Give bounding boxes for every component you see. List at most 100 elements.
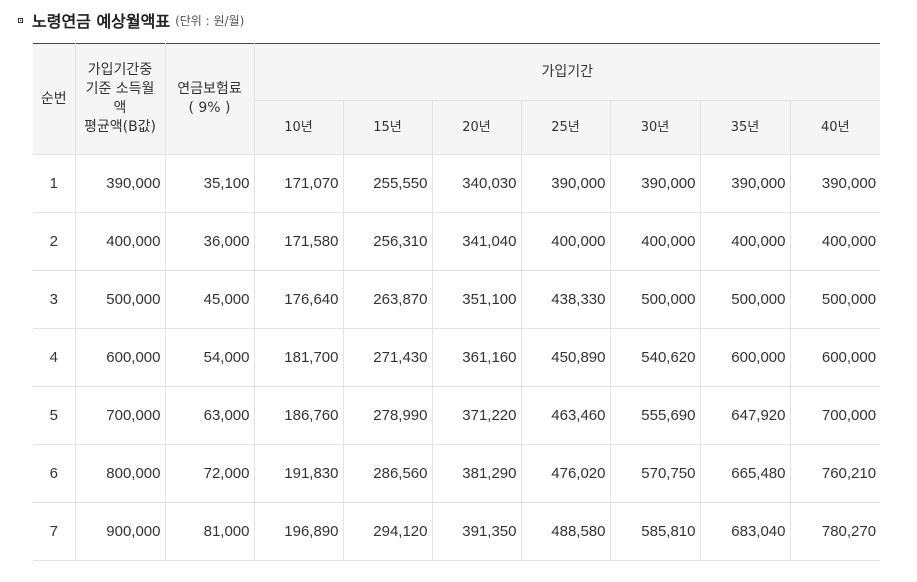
pension-amount-cell: 171,580 <box>254 212 344 271</box>
premium-cell: 35,100 <box>165 154 255 213</box>
unit-label: (단위 : 원/월) <box>175 13 245 28</box>
pension-amount-cell: 570,750 <box>610 444 701 503</box>
pension-amount-cell: 600,000 <box>790 328 881 387</box>
pension-amount-cell: 278,990 <box>343 386 433 445</box>
income-cell: 390,000 <box>75 154 166 213</box>
pension-amount-cell: 400,000 <box>700 212 791 271</box>
income-header-line: 액 <box>113 100 127 116</box>
pension-amount-cell: 450,890 <box>521 328 611 387</box>
row-index-cell: 2 <box>33 212 76 271</box>
period-header: 15년 <box>343 100 433 155</box>
pension-amount-cell: 263,870 <box>343 270 433 329</box>
income-cell: 800,000 <box>75 444 166 503</box>
table-row: 2 400,000 36,000 171,580 256,310 341,040 400,0… <box>33 212 881 271</box>
pension-amount-cell: 271,430 <box>343 328 433 387</box>
row-index-cell: 5 <box>33 386 76 445</box>
premium-header-line: ( 9% ) <box>188 100 231 116</box>
pension-amount-cell: 176,640 <box>254 270 344 329</box>
row-index-cell: 7 <box>33 502 76 561</box>
pension-amount-cell: 400,000 <box>521 212 611 271</box>
pension-amount-cell: 438,330 <box>521 270 611 329</box>
pension-amount-cell: 351,100 <box>432 270 522 329</box>
premium-cell: 63,000 <box>165 386 255 445</box>
income-cell: 900,000 <box>75 502 166 561</box>
pension-amount-cell: 400,000 <box>610 212 701 271</box>
pension-estimate-table: 순번 가입기간중 기준 소득월 액 평균액(B값) 연금보험료 ( 9% ) 가… <box>33 43 881 561</box>
table-row: 7 900,000 81,000 196,890 294,120 391,350 488,5… <box>33 502 881 561</box>
period-header: 35년 <box>700 100 791 155</box>
income-cell: 700,000 <box>75 386 166 445</box>
pension-amount-cell: 700,000 <box>790 386 881 445</box>
pension-amount-cell: 665,480 <box>700 444 791 503</box>
pension-amount-cell: 171,070 <box>254 154 344 213</box>
header-row-1: 순번 가입기간중 기준 소득월 액 평균액(B값) 연금보험료 ( 9% ) 가… <box>33 43 881 155</box>
period-header: 25년 <box>521 100 611 155</box>
period-header: 10년 <box>254 100 344 155</box>
pension-amount-cell: 555,690 <box>610 386 701 445</box>
row-index-cell: 6 <box>33 444 76 503</box>
pension-amount-cell: 196,890 <box>254 502 344 561</box>
header-row-2: 10년 15년 20년 25년 30년 35년 40년 <box>33 100 881 155</box>
pension-amount-cell: 381,290 <box>432 444 522 503</box>
table-row: 1 390,000 35,100 171,070 255,550 340,030 390,0… <box>33 154 881 213</box>
pension-amount-cell: 500,000 <box>790 270 881 329</box>
square-bullet-icon <box>18 18 23 23</box>
period-header: 30년 <box>610 100 701 155</box>
table-row: 4 600,000 54,000 181,700 271,430 361,160 450,8… <box>33 328 881 387</box>
pension-amount-cell: 390,000 <box>700 154 791 213</box>
pension-amount-cell: 500,000 <box>610 270 701 329</box>
pension-amount-cell: 500,000 <box>700 270 791 329</box>
premium-cell: 45,000 <box>165 270 255 329</box>
pension-table-container: 순번 가입기간중 기준 소득월 액 평균액(B값) 연금보험료 ( 9% ) 가… <box>33 43 881 561</box>
pension-amount-cell: 286,560 <box>343 444 433 503</box>
pension-amount-cell: 256,310 <box>343 212 433 271</box>
income-cell: 400,000 <box>75 212 166 271</box>
income-header: 가입기간중 기준 소득월 액 평균액(B값) <box>75 43 166 155</box>
pension-amount-cell: 488,580 <box>521 502 611 561</box>
table-body: 1 390,000 35,100 171,070 255,550 340,030 390,0… <box>33 154 881 561</box>
pension-amount-cell: 391,350 <box>432 502 522 561</box>
income-header-line: 기준 소득월 <box>85 81 155 97</box>
pension-amount-cell: 186,760 <box>254 386 344 445</box>
pension-amount-cell: 255,550 <box>343 154 433 213</box>
period-header: 20년 <box>432 100 522 155</box>
pension-amount-cell: 780,270 <box>790 502 881 561</box>
premium-header-line: 연금보험료 <box>177 81 242 97</box>
pension-amount-cell: 191,830 <box>254 444 344 503</box>
income-header-line: 평균액(B값) <box>83 119 157 135</box>
premium-cell: 81,000 <box>165 502 255 561</box>
pension-amount-cell: 683,040 <box>700 502 791 561</box>
period-header: 40년 <box>790 100 881 155</box>
pension-amount-cell: 181,700 <box>254 328 344 387</box>
table-row: 3 500,000 45,000 176,640 263,870 351,100 438,3… <box>33 270 881 329</box>
pension-amount-cell: 647,920 <box>700 386 791 445</box>
table-row: 6 800,000 72,000 191,830 286,560 381,290 476,0… <box>33 444 881 503</box>
pension-amount-cell: 294,120 <box>343 502 433 561</box>
pension-amount-cell: 760,210 <box>790 444 881 503</box>
section-heading: 노령연금 예상월액표 (단위 : 원/월) <box>18 8 244 32</box>
page-title: 노령연금 예상월액표 <box>32 12 171 31</box>
premium-header: 연금보험료 ( 9% ) <box>165 43 255 155</box>
pension-amount-cell: 540,620 <box>610 328 701 387</box>
income-cell: 600,000 <box>75 328 166 387</box>
premium-cell: 54,000 <box>165 328 255 387</box>
row-index-cell: 4 <box>33 328 76 387</box>
pension-amount-cell: 390,000 <box>610 154 701 213</box>
pension-amount-cell: 476,020 <box>521 444 611 503</box>
pension-amount-cell: 390,000 <box>521 154 611 213</box>
pension-amount-cell: 361,160 <box>432 328 522 387</box>
pension-amount-cell: 585,810 <box>610 502 701 561</box>
pension-amount-cell: 341,040 <box>432 212 522 271</box>
income-cell: 500,000 <box>75 270 166 329</box>
premium-cell: 36,000 <box>165 212 255 271</box>
table-row: 5 700,000 63,000 186,760 278,990 371,220 463,4… <box>33 386 881 445</box>
pension-amount-cell: 463,460 <box>521 386 611 445</box>
income-header-line: 가입기간중 <box>87 62 153 78</box>
pension-amount-cell: 371,220 <box>432 386 522 445</box>
pension-amount-cell: 340,030 <box>432 154 522 213</box>
premium-cell: 72,000 <box>165 444 255 503</box>
row-index-cell: 1 <box>33 154 76 213</box>
pension-amount-cell: 600,000 <box>700 328 791 387</box>
pension-amount-cell: 390,000 <box>790 154 881 213</box>
index-header: 순번 <box>33 43 76 155</box>
